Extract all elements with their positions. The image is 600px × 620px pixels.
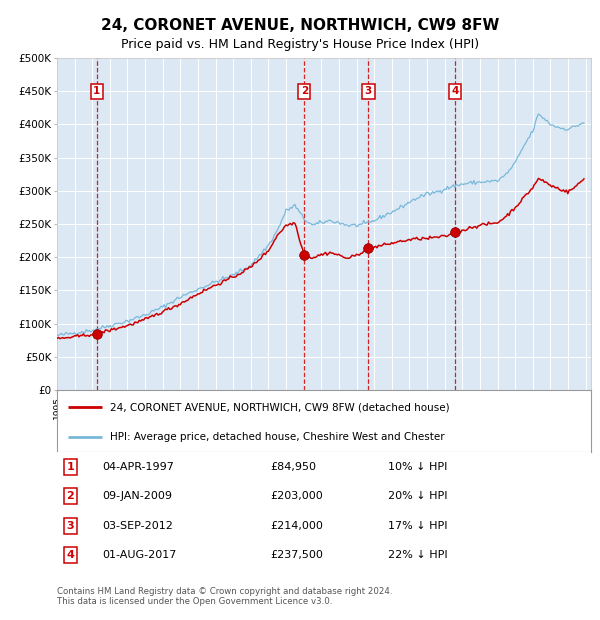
Text: 22% ↓ HPI: 22% ↓ HPI	[388, 551, 448, 560]
Text: £203,000: £203,000	[271, 491, 323, 501]
Text: 2: 2	[67, 491, 74, 501]
Text: 09-JAN-2009: 09-JAN-2009	[103, 491, 172, 501]
Text: £214,000: £214,000	[271, 521, 323, 531]
Text: £237,500: £237,500	[271, 551, 323, 560]
Text: 03-SEP-2012: 03-SEP-2012	[103, 521, 173, 531]
Text: 04-APR-1997: 04-APR-1997	[103, 462, 174, 472]
Text: 1: 1	[67, 462, 74, 472]
Text: 2: 2	[301, 86, 308, 96]
Text: 3: 3	[67, 521, 74, 531]
Text: Contains HM Land Registry data © Crown copyright and database right 2024.
This d: Contains HM Land Registry data © Crown c…	[57, 587, 392, 606]
Text: 24, CORONET AVENUE, NORTHWICH, CW9 8FW: 24, CORONET AVENUE, NORTHWICH, CW9 8FW	[101, 18, 499, 33]
Text: 01-AUG-2017: 01-AUG-2017	[103, 551, 177, 560]
Text: £84,950: £84,950	[271, 462, 317, 472]
Text: 20% ↓ HPI: 20% ↓ HPI	[388, 491, 448, 501]
Text: 4: 4	[451, 86, 458, 96]
Text: 10% ↓ HPI: 10% ↓ HPI	[388, 462, 448, 472]
Text: 3: 3	[365, 86, 372, 96]
Text: 24, CORONET AVENUE, NORTHWICH, CW9 8FW (detached house): 24, CORONET AVENUE, NORTHWICH, CW9 8FW (…	[110, 402, 450, 412]
Text: Price paid vs. HM Land Registry's House Price Index (HPI): Price paid vs. HM Land Registry's House …	[121, 38, 479, 51]
Text: HPI: Average price, detached house, Cheshire West and Chester: HPI: Average price, detached house, Ches…	[110, 432, 445, 441]
Text: 1: 1	[93, 86, 100, 96]
Text: 17% ↓ HPI: 17% ↓ HPI	[388, 521, 448, 531]
Text: 4: 4	[67, 551, 74, 560]
